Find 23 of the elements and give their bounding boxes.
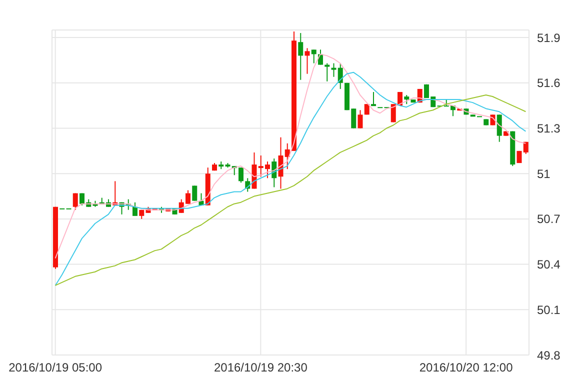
candlestick <box>132 202 138 216</box>
candlestick <box>192 185 198 202</box>
y-tick-label: 51.3 <box>537 122 561 136</box>
candlestick <box>298 32 304 80</box>
y-tick-label: 50.1 <box>537 302 561 317</box>
y-tick-label: 50.7 <box>537 212 561 226</box>
y-tick-label: 50.4 <box>537 258 561 272</box>
y-tick-label: 51.9 <box>537 30 561 45</box>
y-tick-label: 51.6 <box>537 76 561 90</box>
line-series <box>54 54 526 259</box>
candlestick <box>404 94 410 105</box>
candlestick <box>304 48 310 74</box>
candlestick <box>358 110 363 129</box>
candlestick <box>72 192 78 210</box>
x-tick-label: 2016/10/19 05:00 <box>8 360 102 374</box>
x-tick-label: 2016/10/19 20:30 <box>214 360 308 374</box>
x-tick-label: 2016/10/20 12:00 <box>419 360 514 374</box>
y-tick-label: 51 <box>537 166 551 181</box>
candlestick <box>371 91 376 106</box>
candlestick <box>324 62 330 82</box>
candlestick <box>311 49 316 64</box>
candlestick <box>496 114 502 142</box>
y-tick-label: 49.8 <box>537 348 561 362</box>
